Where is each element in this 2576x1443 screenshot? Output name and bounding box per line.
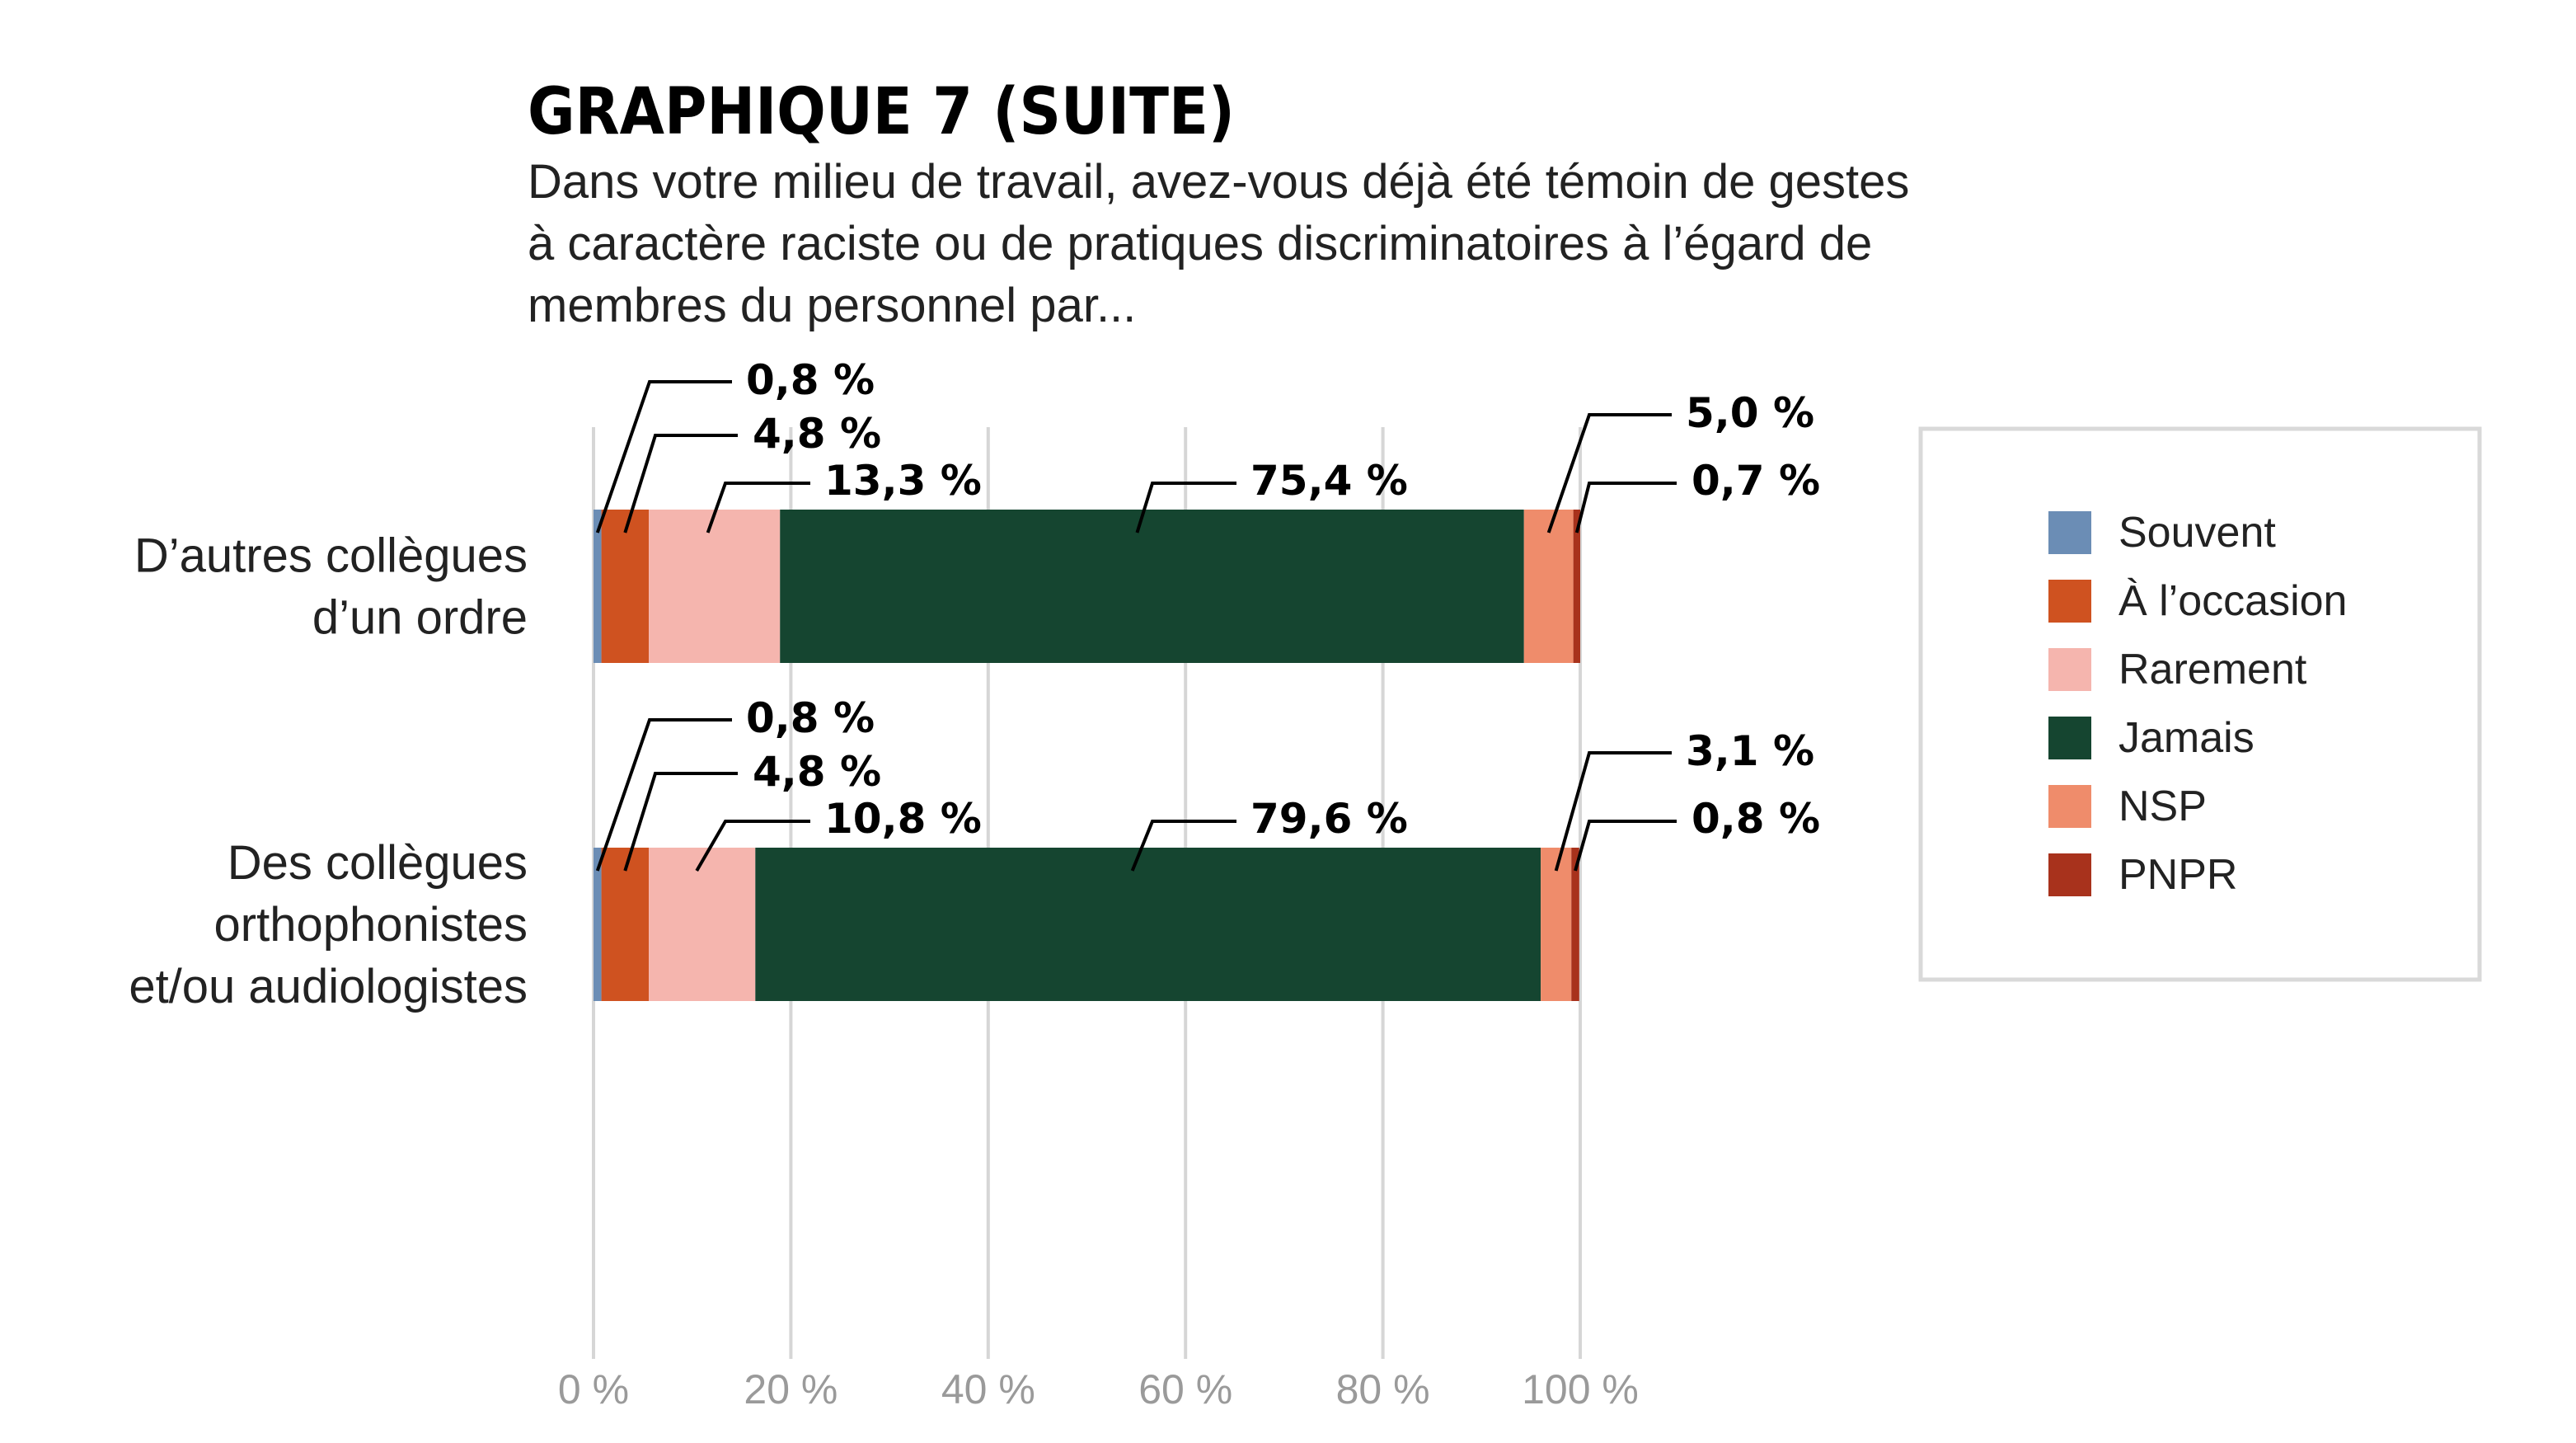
legend-swatch-1 (2048, 580, 2091, 623)
data-label-c0-s0: 0,8 % (746, 356, 875, 404)
legend-swatch-5 (2048, 853, 2091, 896)
legend-swatch-0 (2048, 511, 2091, 554)
leader-line-c1-s1 (623, 772, 738, 872)
category-labels: D’autres collègues d’un ordre Des collègue… (129, 529, 528, 1014)
leader-line-c0-s0 (595, 380, 732, 533)
x-tick-label-100: 100 % (1522, 1366, 1639, 1412)
category-label-1-line-0: Des collègues (228, 836, 528, 890)
data-label-c1-s0: 0,8 % (746, 694, 875, 742)
data-label-c0-s3: 75,4 % (1250, 457, 1408, 505)
x-tick-label-20: 20 % (744, 1366, 838, 1412)
bars (594, 510, 1580, 1001)
bar-segment-c1-s4 (1541, 848, 1572, 1001)
legend-swatch-2 (2048, 648, 2091, 691)
bar-segment-c0-s5 (1573, 510, 1580, 663)
category-label-1-line-1: orthophonistes (214, 898, 528, 952)
leader-line-c0-s4 (1546, 413, 1672, 533)
data-label-c1-s2: 10,8 % (824, 795, 982, 843)
leader-line-c1-s0 (595, 718, 732, 872)
data-label-c0-s1: 4,8 % (753, 410, 881, 458)
data-label-c0-s5: 0,7 % (1692, 457, 1820, 505)
bar-segment-c0-s4 (1523, 510, 1574, 663)
bar-segment-c1-s5 (1571, 848, 1579, 1001)
legend-label-3: Jamais (2119, 714, 2255, 762)
data-label-c1-s4: 3,1 % (1686, 727, 1814, 775)
legend-label-2: Rarement (2119, 646, 2307, 693)
x-tick-label-60: 60 % (1138, 1366, 1232, 1412)
legend: Souvent À l’occasion Rarement Jamais NSP PNPR (1918, 426, 2482, 982)
bar-segment-c0-s1 (601, 510, 650, 663)
bar-segment-c1-s2 (649, 848, 756, 1001)
bar-segment-c1-s1 (601, 848, 650, 1001)
chart-subtitle-line-3: membres du personnel par... (528, 279, 1136, 332)
legend-box (1918, 426, 2482, 982)
legend-swatch-4 (2048, 785, 2091, 828)
leader-line-c0-s5 (1574, 482, 1677, 533)
data-label-c1-s1: 4,8 % (753, 748, 881, 796)
leader-line-c0-s1 (623, 434, 738, 533)
bar-segment-c1-s3 (755, 848, 1541, 1001)
legend-label-1: À l’occasion (2119, 577, 2347, 625)
bar-segment-c1-s0 (594, 848, 602, 1001)
chart-title: GRAPHIQUE 7 (SUITE) (528, 75, 1235, 149)
x-axis-tick-labels: 0 % 20 % 40 % 60 % 80 % 100 % (558, 1366, 1639, 1412)
data-label-c1-s5: 0,8 % (1692, 795, 1820, 843)
data-label-c0-s4: 5,0 % (1686, 389, 1814, 437)
legend-label-0: Souvent (2119, 509, 2276, 557)
leader-line-c1-s2 (695, 820, 810, 872)
bar-segment-c0-s3 (780, 510, 1524, 663)
data-label-c0-s2: 13,3 % (824, 457, 982, 505)
x-tick-label-80: 80 % (1336, 1366, 1430, 1412)
leader-line-c1-s4 (1554, 751, 1672, 872)
legend-swatch-3 (2048, 717, 2091, 759)
category-label-0-line-1: d’un ordre (312, 591, 528, 645)
legend-label-5: PNPR (2119, 851, 2237, 899)
leader-line-c0-s2 (706, 482, 810, 533)
bar-segment-c0-s0 (594, 510, 602, 663)
leader-line-c0-s3 (1135, 482, 1236, 533)
bar-segment-c0-s2 (649, 510, 781, 663)
data-label-c1-s3: 79,6 % (1250, 795, 1408, 843)
category-label-0-line-0: D’autres collègues (134, 529, 528, 583)
chart-subtitle-line-2: à caractère raciste ou de pratiques disc… (528, 217, 1872, 270)
chart-subtitle-line-1: Dans votre milieu de travail, avez-vous … (528, 155, 1909, 209)
category-label-1-line-2: et/ou audiologistes (129, 960, 528, 1013)
legend-label-4: NSP (2119, 783, 2207, 830)
x-tick-label-40: 40 % (941, 1366, 1035, 1412)
data-labels: 0,8 %4,8 %13,3 % 75,4 %5,0 %0,7 %0,8 %4,8… (595, 356, 1820, 872)
leader-line-c1-s3 (1130, 820, 1236, 872)
x-tick-label-0: 0 % (558, 1366, 629, 1412)
leader-line-c1-s5 (1574, 820, 1677, 872)
